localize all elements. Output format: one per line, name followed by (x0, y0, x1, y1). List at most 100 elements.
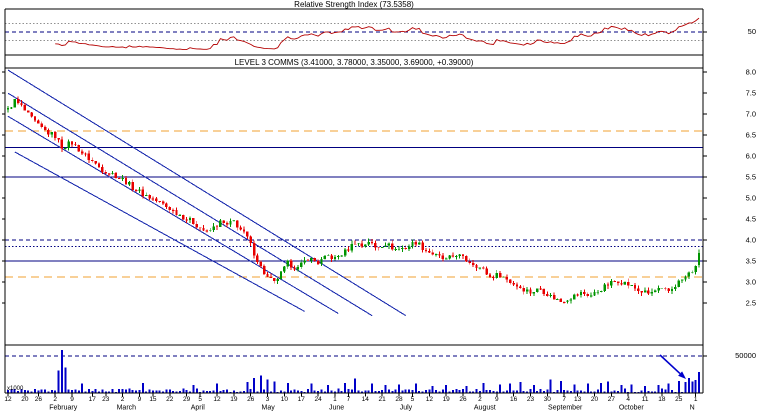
volume-bar (627, 391, 630, 393)
candle-body (16, 99, 20, 103)
candle-body (603, 284, 606, 292)
volume-bar (398, 384, 401, 393)
volume-bar (637, 391, 640, 393)
candle-body (407, 246, 411, 249)
candle-body (104, 171, 107, 174)
candle-body (67, 141, 70, 148)
candle-body (57, 138, 60, 140)
volume-bar (81, 383, 84, 393)
volume-bar (168, 389, 171, 393)
trendline[interactable] (7, 69, 407, 317)
volume-bar (387, 389, 390, 393)
candle-body (161, 201, 165, 204)
month-label: June (329, 405, 344, 412)
candle-body (458, 254, 461, 257)
volume-bar (650, 391, 653, 393)
candle-body (627, 282, 630, 286)
volume-bar (10, 388, 13, 393)
date-tick-label: 1 (333, 396, 337, 403)
volume-bar (148, 389, 151, 393)
trendline[interactable] (14, 151, 305, 312)
volume-bar (633, 391, 636, 393)
candle-body (192, 218, 195, 225)
candle-body (252, 243, 256, 256)
volume-bar (485, 390, 488, 393)
volume-bar (229, 391, 232, 393)
volume-bar (411, 389, 414, 393)
candle-body (219, 220, 222, 227)
candle-body (687, 272, 691, 277)
candle-body (653, 290, 657, 292)
candle-body (94, 160, 97, 164)
date-tick-label: 22 (166, 396, 174, 403)
volume-bar (691, 381, 694, 393)
trendline[interactable] (7, 115, 339, 314)
volume-bar (546, 389, 549, 393)
candle-body (384, 245, 387, 248)
volume-bar (377, 390, 380, 393)
arrow-shaft[interactable] (659, 354, 681, 375)
volume-bar (128, 388, 131, 393)
candle-body (313, 258, 316, 262)
volume-bar (317, 391, 320, 393)
volume-bar (266, 379, 269, 393)
volume-bar (293, 389, 296, 393)
price-tick-label: 5.5 (746, 173, 756, 182)
candle-body (637, 288, 640, 291)
volume-bar (698, 371, 700, 393)
candle-body (327, 255, 330, 257)
candle-body (424, 249, 428, 251)
volume-bar (424, 390, 427, 393)
volume-bar (630, 384, 633, 393)
candle-body (77, 144, 80, 152)
volume-bar (104, 391, 107, 393)
candle-body (418, 242, 421, 245)
candle-body (239, 227, 242, 230)
volume-bar (111, 389, 114, 393)
volume-bar (283, 391, 286, 393)
volume-bar (536, 390, 539, 393)
candle-body (158, 200, 161, 202)
candle-body (475, 265, 478, 268)
volume-bar (74, 389, 77, 393)
volume-bar (529, 389, 532, 393)
date-tick-label: 25 (675, 396, 683, 403)
candle-body (505, 276, 509, 280)
date-tick-label: 3 (266, 396, 270, 403)
candle-body (374, 242, 377, 248)
volume-bar (226, 389, 229, 393)
price-tick-label: 6.0 (746, 152, 756, 161)
candle-body (249, 236, 252, 244)
candle-body (128, 182, 131, 185)
volume-bar (499, 384, 502, 393)
candle-body (293, 267, 296, 270)
date-tick-label: 4 (626, 396, 630, 403)
candle-body (576, 294, 579, 296)
rsi-axis-label: 50 (748, 27, 756, 36)
arrow-annotation[interactable] (659, 354, 686, 379)
volume-bar (472, 391, 475, 393)
trendline[interactable] (7, 92, 373, 317)
date-tick-label: 20 (591, 396, 599, 403)
candle-body (428, 250, 431, 253)
volume-bar (404, 389, 407, 393)
volume-bar (205, 391, 208, 393)
volume-bar (269, 391, 272, 393)
volume-bar (384, 385, 387, 393)
candle-body (380, 247, 384, 249)
arrow-head[interactable] (678, 371, 686, 379)
volume-bar (489, 389, 492, 393)
candle-body (303, 260, 306, 263)
candle-body (333, 256, 337, 259)
candle-body (502, 276, 505, 278)
candle-body (141, 189, 145, 196)
candle-body (556, 298, 559, 300)
volume-bar (101, 389, 104, 393)
candle-body (525, 289, 529, 292)
volume-bar (593, 391, 596, 393)
date-tick-label: 14 (362, 396, 370, 403)
volume-bar (94, 388, 97, 393)
volume-bar (50, 390, 53, 393)
